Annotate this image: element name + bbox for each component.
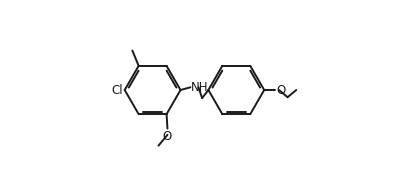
Text: O: O	[276, 84, 285, 96]
Text: O: O	[163, 130, 172, 143]
Text: Cl: Cl	[111, 84, 123, 96]
Text: NH: NH	[191, 81, 209, 94]
